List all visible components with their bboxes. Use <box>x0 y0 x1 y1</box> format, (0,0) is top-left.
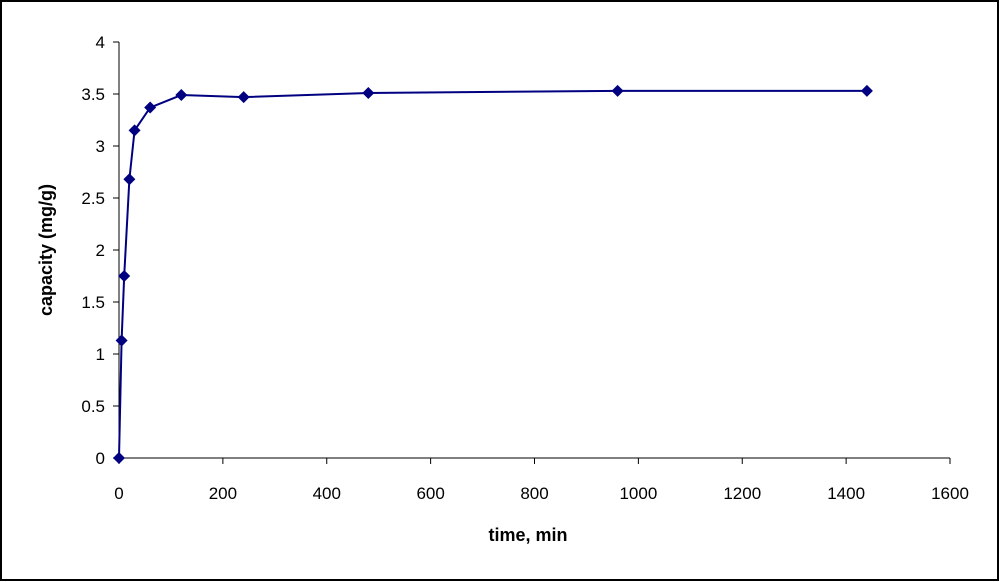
data-point <box>362 86 375 99</box>
x-axis-title: time, min <box>488 525 567 545</box>
y-tick-label: 0 <box>96 449 105 468</box>
data-point <box>113 452 125 464</box>
x-tick-label: 0 <box>114 484 123 503</box>
x-tick-label: 200 <box>209 484 237 503</box>
data-point <box>128 124 141 137</box>
y-tick-label: 4 <box>96 33 105 52</box>
data-point <box>115 334 128 347</box>
y-tick-label: 0.5 <box>81 397 105 416</box>
x-tick-label: 1200 <box>723 484 761 503</box>
y-tick-label: 1 <box>96 345 105 364</box>
x-tick-label: 400 <box>313 484 341 503</box>
y-tick-label: 2 <box>96 241 105 260</box>
x-tick-label: 1600 <box>931 484 969 503</box>
y-tick-label: 3 <box>96 137 105 156</box>
y-axis-title: capacity (mg/g) <box>36 184 56 316</box>
data-point <box>123 173 136 186</box>
x-tick-label: 1000 <box>619 484 657 503</box>
data-point <box>237 91 250 104</box>
x-tick-label: 600 <box>416 484 444 503</box>
y-tick-label: 2.5 <box>81 189 105 208</box>
y-tick-label: 1.5 <box>81 293 105 312</box>
data-point <box>118 270 131 282</box>
data-point <box>144 101 157 114</box>
data-point <box>175 89 188 102</box>
x-tick-label: 800 <box>520 484 548 503</box>
data-point <box>611 84 624 97</box>
y-tick-label: 3.5 <box>81 85 105 104</box>
x-tick-label: 1400 <box>827 484 865 503</box>
data-point <box>860 84 873 97</box>
